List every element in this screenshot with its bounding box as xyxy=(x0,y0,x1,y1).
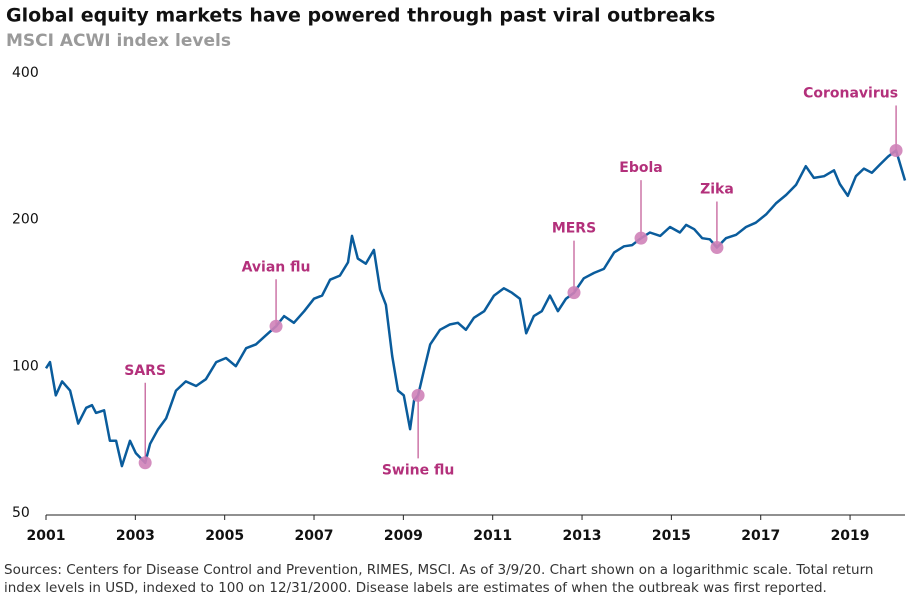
x-tick-label: 2007 xyxy=(295,528,334,544)
y-tick-label: 100 xyxy=(12,358,39,374)
x-tick-label: 2013 xyxy=(563,528,602,544)
annotation-dot xyxy=(567,286,581,300)
y-tick-label: 50 xyxy=(12,505,30,521)
y-tick-label: 200 xyxy=(12,212,39,228)
x-tick-label: 2017 xyxy=(741,528,780,544)
data-line xyxy=(44,149,907,468)
annotation-dot xyxy=(889,143,903,157)
annotation-label: Coronavirus xyxy=(803,85,898,101)
annotation-dot xyxy=(138,456,152,470)
annotation-label: Zika xyxy=(700,182,734,198)
annotation-label: Swine flu xyxy=(382,462,455,478)
annotation-dot xyxy=(411,388,425,402)
x-tick-label: 2015 xyxy=(652,528,691,544)
chart-title: Global equity markets have powered throu… xyxy=(6,5,715,27)
annotation-label: SARS xyxy=(124,363,166,379)
x-tick-label: 2009 xyxy=(384,528,423,544)
annotation-label: Ebola xyxy=(619,160,662,176)
x-tick-label: 2003 xyxy=(116,528,155,544)
x-tick-label: 2019 xyxy=(831,528,870,544)
annotation-label: Avian flu xyxy=(242,259,311,275)
chart-subtitle: MSCI ACWI index levels xyxy=(6,31,231,51)
annotation-dot xyxy=(634,231,648,245)
x-tick-label: 2005 xyxy=(205,528,244,544)
annotation-dot xyxy=(269,319,283,333)
annotation-dot xyxy=(710,241,724,255)
x-tick-label: 2011 xyxy=(473,528,512,544)
x-tick-label: 2001 xyxy=(27,528,66,544)
y-tick-label: 400 xyxy=(12,65,39,81)
source-note: index levels in USD, indexed to 100 on 1… xyxy=(4,580,827,596)
annotation-label: MERS xyxy=(552,221,596,237)
source-note: Sources: Centers for Disease Control and… xyxy=(4,562,873,578)
